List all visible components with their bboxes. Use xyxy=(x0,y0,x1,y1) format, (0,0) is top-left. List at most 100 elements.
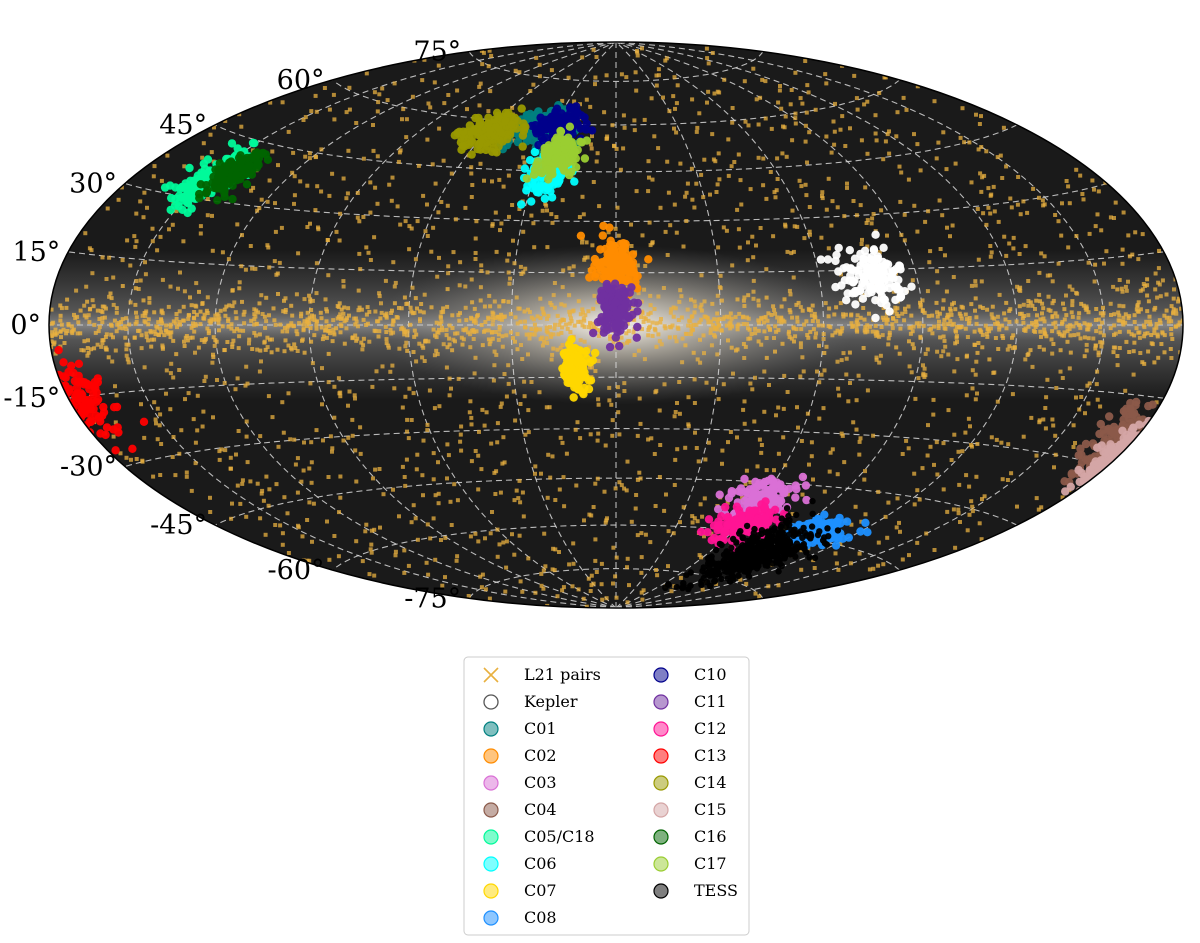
l21-point xyxy=(551,293,556,298)
field-point-c07 xyxy=(560,351,570,360)
field-point-c03 xyxy=(802,495,811,505)
l21-point xyxy=(272,318,277,323)
l21-point xyxy=(159,318,164,323)
parallel-line xyxy=(124,182,1108,222)
field-point-c13 xyxy=(36,372,44,380)
l21-point xyxy=(353,316,358,321)
l21-point xyxy=(966,416,971,421)
l21-point xyxy=(263,532,268,537)
l21-point xyxy=(838,301,843,306)
l21-point xyxy=(649,436,654,441)
l21-point xyxy=(690,197,695,202)
l21-point xyxy=(1051,342,1056,346)
l21-point xyxy=(826,314,831,319)
l21-point xyxy=(325,309,329,314)
field-point-c13 xyxy=(56,413,65,422)
l21-point xyxy=(636,291,641,296)
l21-point xyxy=(100,255,105,260)
l21-point xyxy=(319,325,324,330)
l21-point xyxy=(255,208,260,213)
l21-point xyxy=(283,310,288,315)
l21-point xyxy=(191,324,196,328)
l21-point xyxy=(432,80,437,85)
l21-point xyxy=(1093,224,1098,229)
l21-point xyxy=(487,596,492,601)
l21-point xyxy=(854,320,859,325)
l21-point xyxy=(193,350,197,355)
l21-point xyxy=(260,312,265,316)
l21-point xyxy=(673,410,678,414)
l21-point xyxy=(985,326,990,331)
l21-point xyxy=(370,384,375,389)
l21-point xyxy=(751,296,756,301)
field-point-c11 xyxy=(623,312,633,321)
l21-point xyxy=(447,342,452,347)
l21-point xyxy=(832,142,837,147)
l21-point xyxy=(733,315,738,320)
field-point-c08 xyxy=(863,528,872,537)
l21-point xyxy=(404,457,409,462)
l21-point xyxy=(764,267,769,272)
l21-point xyxy=(1108,215,1113,220)
l21-point xyxy=(504,565,509,570)
field-point-c10 xyxy=(580,113,589,122)
l21-point xyxy=(782,319,787,324)
l21-point xyxy=(1012,345,1017,350)
l21-point xyxy=(344,318,349,323)
l21-point xyxy=(787,329,791,334)
l21-point xyxy=(58,318,63,323)
l21-point xyxy=(514,488,519,493)
l21-point xyxy=(920,298,925,303)
l21-point xyxy=(1169,332,1174,337)
l21-point xyxy=(805,160,809,165)
l21-point xyxy=(702,534,706,539)
l21-point xyxy=(295,456,300,461)
l21-point xyxy=(870,329,875,334)
l21-point xyxy=(1008,196,1013,201)
l21-point xyxy=(314,319,319,324)
l21-point xyxy=(643,317,648,321)
l21-point xyxy=(486,337,491,342)
l21-point xyxy=(582,257,587,262)
l21-point xyxy=(708,330,713,335)
l21-point xyxy=(944,167,949,172)
l21-point xyxy=(560,285,565,290)
l21-point xyxy=(699,317,704,322)
l21-point xyxy=(575,420,580,425)
l21-point xyxy=(1065,329,1070,334)
l21-point xyxy=(1038,329,1043,334)
l21-point xyxy=(718,273,723,278)
l21-point xyxy=(1174,311,1179,316)
l21-point xyxy=(78,331,83,336)
l21-point xyxy=(729,345,734,350)
l21-point xyxy=(946,352,951,357)
l21-point xyxy=(722,77,727,82)
field-point-c08 xyxy=(831,541,841,550)
l21-point xyxy=(655,573,660,578)
l21-point xyxy=(625,556,630,561)
l21-point xyxy=(152,329,157,334)
l21-point xyxy=(992,370,997,375)
l21-point xyxy=(764,336,769,340)
l21-point xyxy=(347,85,352,90)
l21-point xyxy=(1152,331,1157,336)
l21-point xyxy=(887,330,892,335)
l21-point xyxy=(111,302,116,307)
l21-point xyxy=(300,534,305,539)
l21-point xyxy=(305,310,310,315)
l21-point xyxy=(1064,313,1069,318)
l21-point xyxy=(305,518,310,522)
l21-point xyxy=(198,231,203,236)
l21-point xyxy=(1056,219,1061,224)
l21-point xyxy=(854,324,859,329)
l21-point xyxy=(468,534,473,539)
l21-point xyxy=(614,595,619,600)
l21-point xyxy=(169,330,174,335)
l21-point xyxy=(611,581,615,586)
l21-point xyxy=(419,302,424,306)
l21-point xyxy=(1083,306,1088,311)
l21-point xyxy=(150,239,155,244)
l21-point xyxy=(296,251,301,256)
l21-point xyxy=(766,324,771,329)
l21-point xyxy=(365,321,370,326)
